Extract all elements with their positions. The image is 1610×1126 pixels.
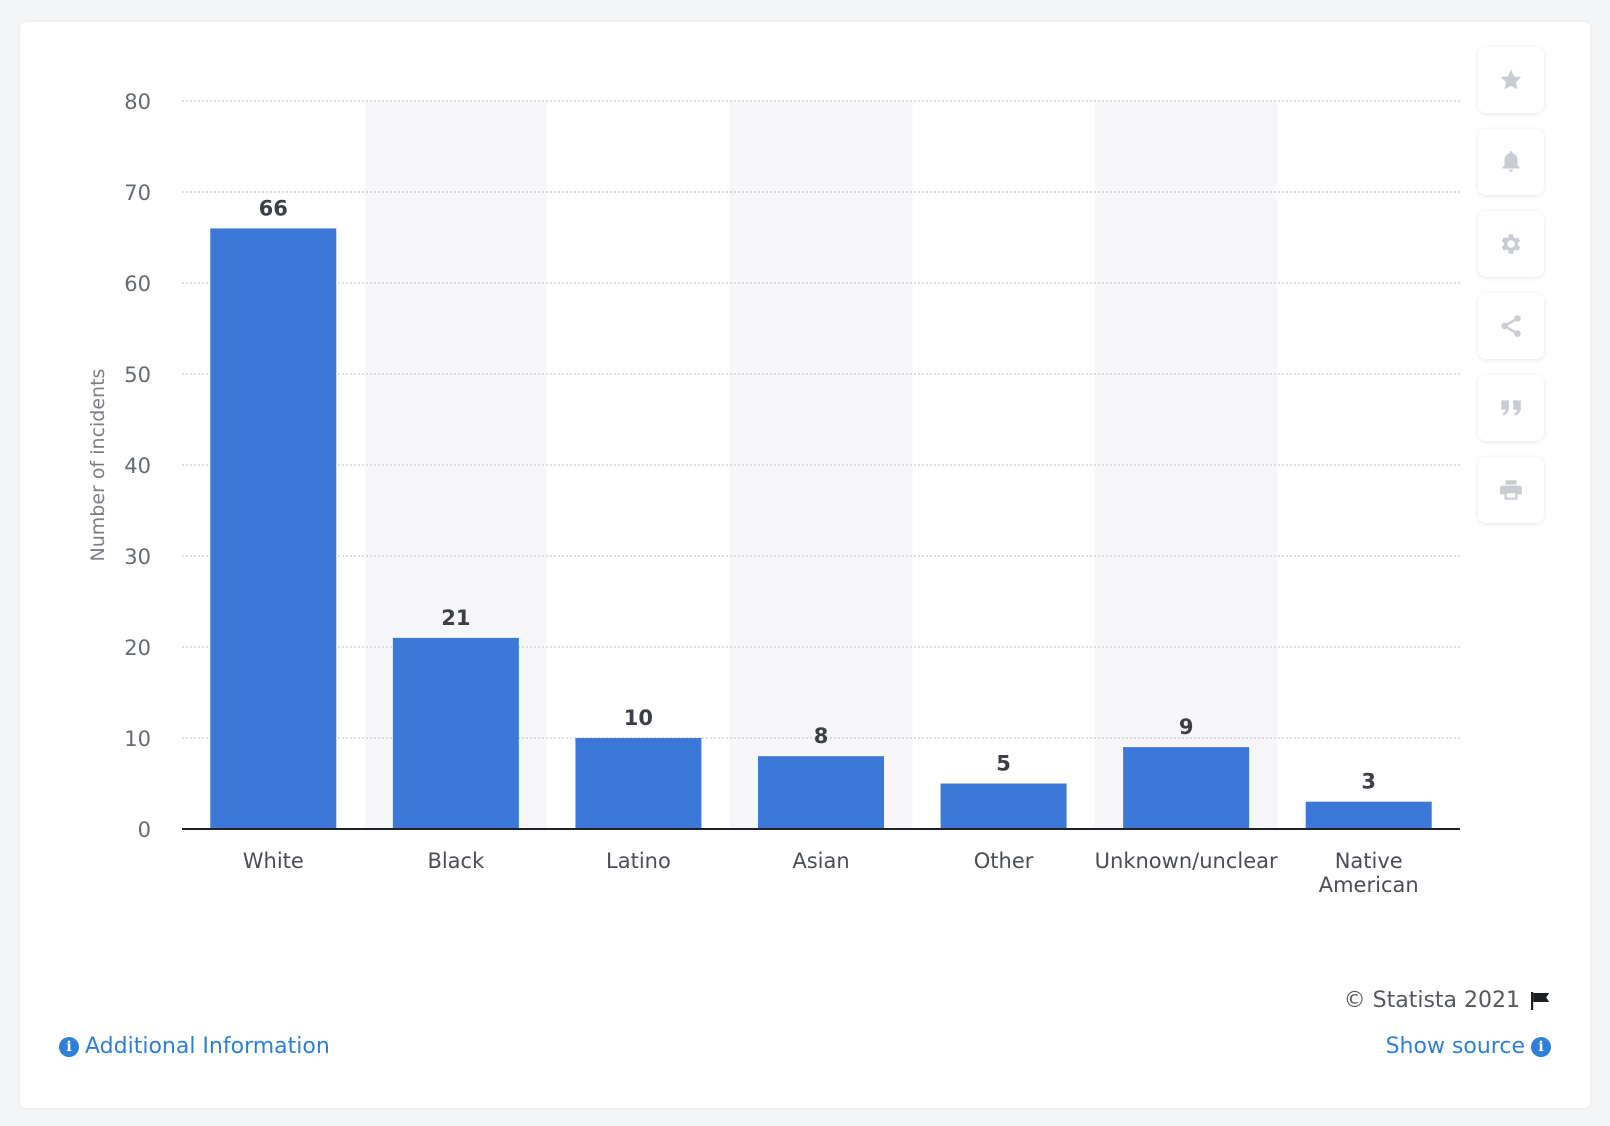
x-tick-label: Black — [427, 849, 485, 873]
y-axis-label: Number of incidents — [87, 369, 109, 562]
data-label: 9 — [1179, 715, 1194, 739]
info-icon: i — [1531, 1036, 1551, 1057]
x-tick-label: White — [243, 849, 304, 873]
gear-icon — [1501, 234, 1521, 254]
flag-icon[interactable] — [1530, 991, 1552, 1011]
data-labels: 66 21 10 8 5 9 3 — [259, 196, 1376, 793]
y-tick-label: 50 — [124, 363, 151, 387]
copyright-text: © Statista 2021 — [1343, 988, 1520, 1013]
additional-information-link[interactable]: i Additional Information — [59, 1034, 330, 1059]
favorite-button[interactable] — [1478, 47, 1544, 113]
y-tick-label: 20 — [124, 636, 151, 660]
x-tick-label: Latino — [606, 849, 671, 873]
y-axis-ticks: 0 10 20 30 40 50 60 70 80 — [124, 90, 151, 842]
print-icon — [1500, 480, 1522, 500]
share-icon — [1501, 315, 1521, 337]
bar[interactable] — [1305, 801, 1432, 829]
x-tick-label: Unknown/unclear — [1095, 849, 1278, 873]
y-tick-label: 70 — [124, 181, 151, 205]
bell-icon — [1502, 151, 1520, 172]
y-tick-label: 30 — [124, 545, 151, 569]
notification-button[interactable] — [1478, 129, 1544, 195]
bar[interactable] — [1123, 747, 1250, 829]
info-icon: i — [59, 1036, 79, 1057]
data-label: 10 — [624, 706, 653, 730]
data-label: 21 — [441, 606, 470, 630]
y-tick-label: 10 — [124, 727, 151, 751]
y-tick-label: 60 — [124, 272, 151, 296]
data-label: 5 — [996, 752, 1011, 776]
data-label: 8 — [814, 724, 829, 748]
category-band — [729, 101, 913, 829]
x-tick-label: Other — [974, 849, 1034, 873]
x-axis-ticks: White Black Latino Asian Other Unknown/unclea… — [243, 849, 1419, 897]
quote-icon — [1501, 400, 1521, 416]
x-tick-label: Asian — [792, 849, 849, 873]
settings-button[interactable] — [1478, 211, 1544, 277]
cite-button[interactable] — [1478, 375, 1544, 441]
share-button[interactable] — [1478, 293, 1544, 359]
y-tick-label: 80 — [124, 90, 151, 114]
data-label: 66 — [259, 196, 288, 220]
bar[interactable] — [575, 738, 702, 829]
show-source-label: Show source — [1385, 1034, 1525, 1059]
bar[interactable] — [940, 783, 1067, 830]
bar[interactable] — [392, 637, 519, 829]
y-tick-label: 0 — [138, 818, 151, 842]
show-source-link[interactable]: Show source i — [1386, 1034, 1551, 1059]
x-tick-label: Native — [1335, 849, 1403, 873]
data-label: 3 — [1361, 770, 1376, 794]
bar[interactable] — [210, 228, 337, 829]
y-tick-label: 40 — [124, 454, 151, 478]
copyright: © Statista 2021 — [1344, 988, 1552, 1013]
bars — [210, 228, 1432, 830]
print-button[interactable] — [1478, 457, 1544, 523]
additional-information-label: Additional Information — [85, 1034, 330, 1059]
x-tick-label: American — [1319, 873, 1419, 897]
star-icon — [1500, 69, 1522, 90]
bar[interactable] — [758, 756, 884, 829]
